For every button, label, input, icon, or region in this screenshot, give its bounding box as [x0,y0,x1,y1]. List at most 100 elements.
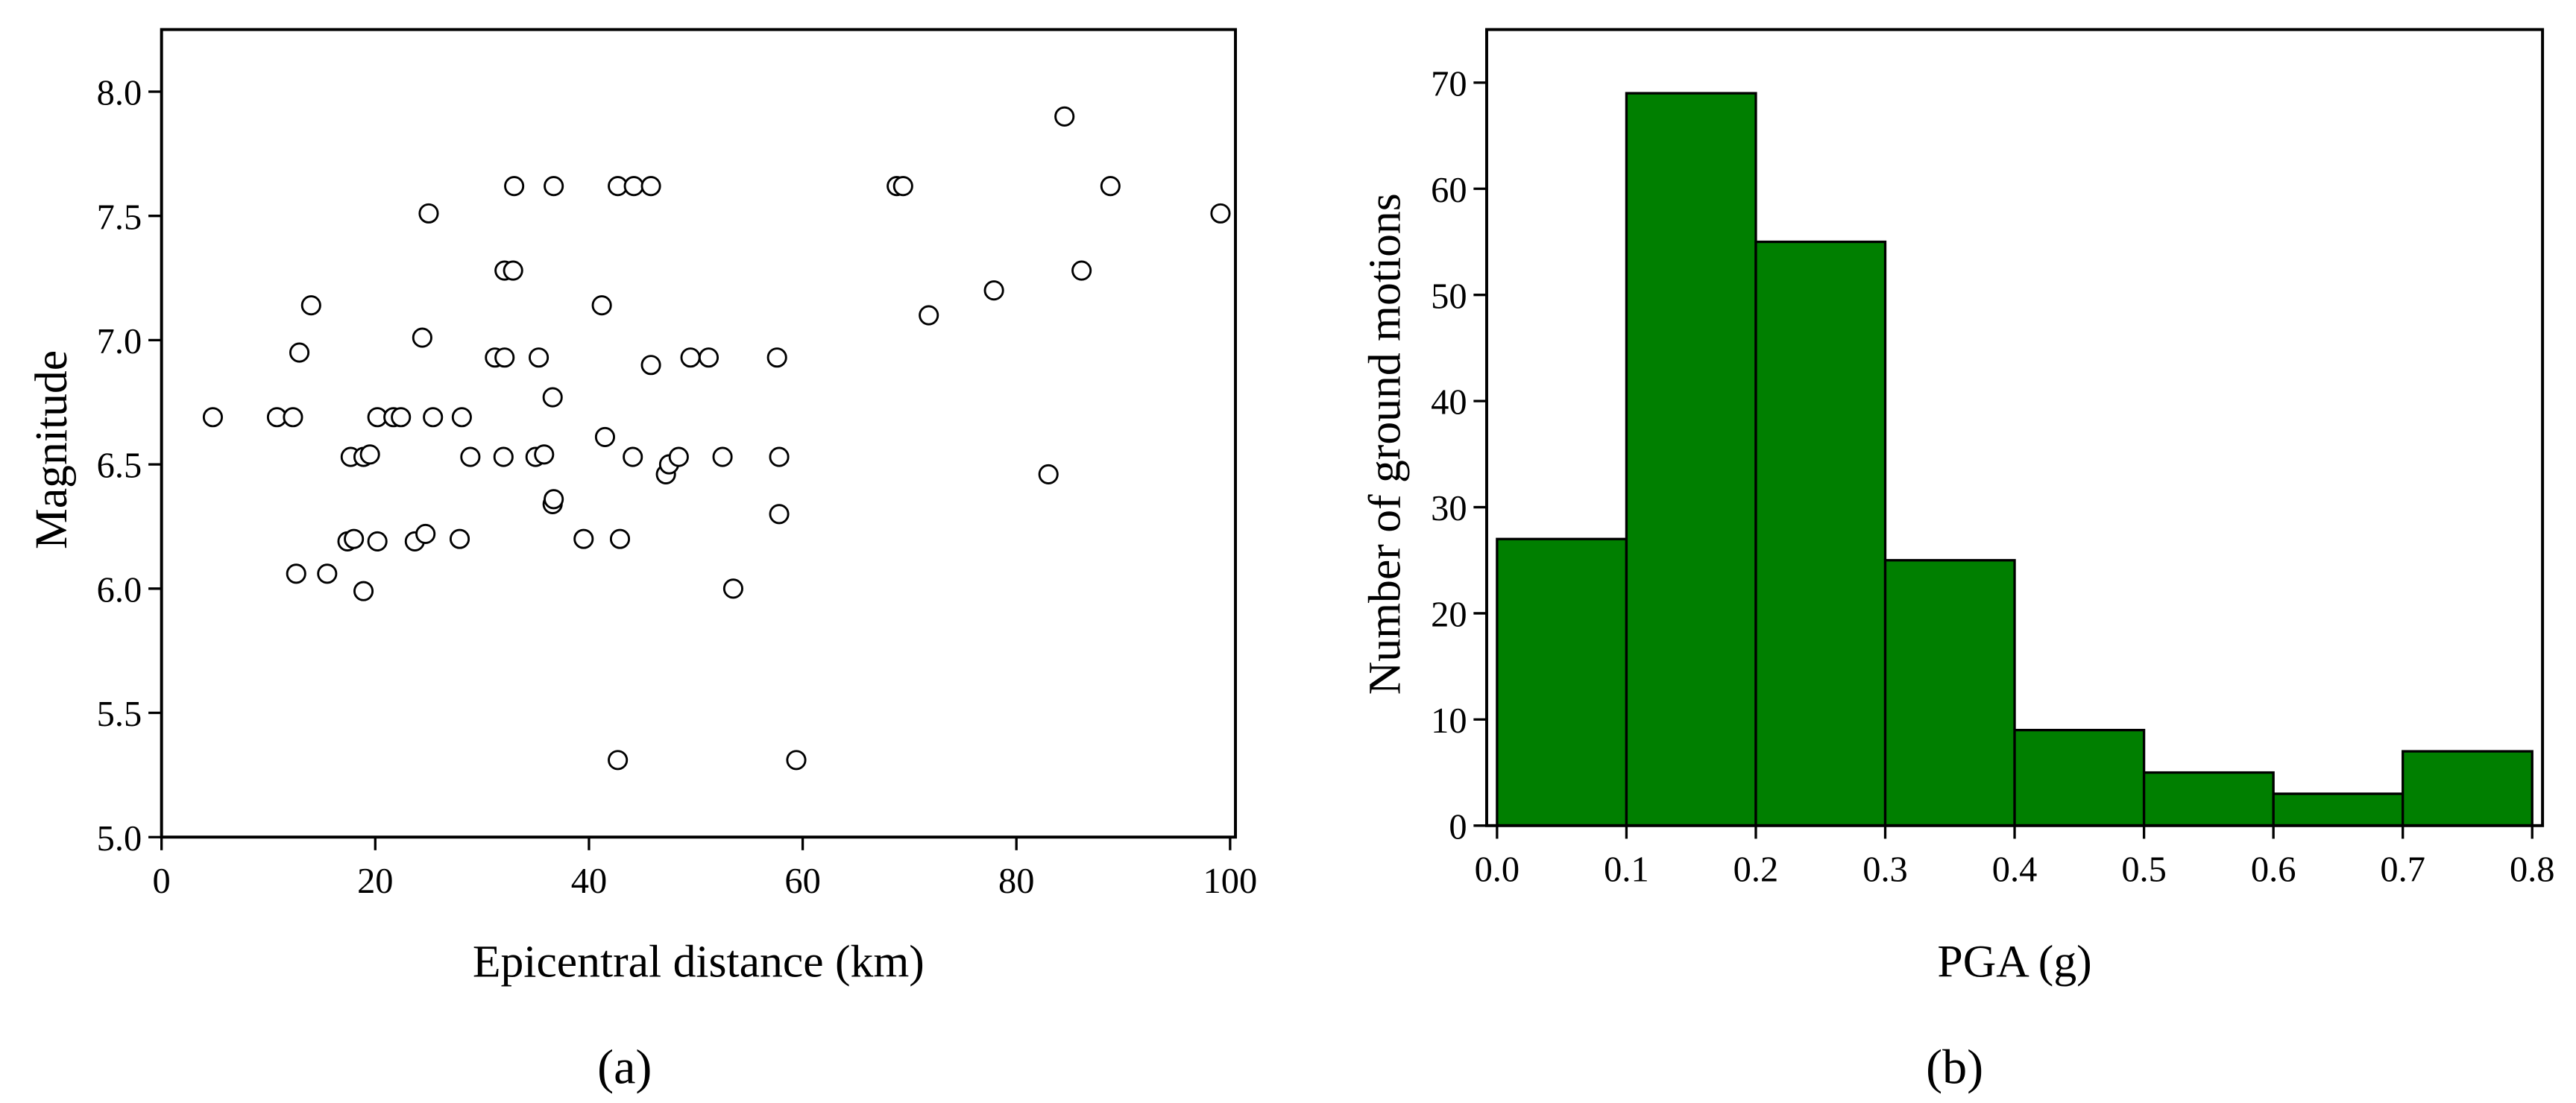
x-tick-label: 0.4 [1992,850,2038,890]
scatter-point [542,387,563,408]
scatter-point [412,327,432,348]
scatter-point [1071,260,1092,281]
scatter-point [493,446,514,467]
histogram-bar [2013,728,2146,827]
scatter-point [529,347,549,368]
scatter-point [722,578,743,599]
histogram-bar [1754,240,1887,827]
y-tick-label: 6.5 [97,446,142,486]
scatter-point [1100,176,1121,197]
scatter-point [609,528,631,549]
x-tick-label: 0.1 [1604,850,1649,890]
x-tick-label: 0.5 [2121,850,2167,890]
scatter-point [983,280,1004,301]
x-tick-label: 0.0 [1475,850,1520,890]
scatter-point [504,176,525,197]
scatter-point [668,446,689,467]
x-axis-label: Epicentral distance (km) [473,936,925,987]
scatter-point [289,342,310,363]
caption: (a) [597,1040,652,1095]
scatter-point [786,750,807,771]
chart-panel: 0 20 40 60 80 100 5.0 5.5 6.0 6.5 7.0 7.5 8.0 Epicent… [26,28,1258,1095]
scatter-point [460,446,481,467]
x-tick-label: 0 [153,862,171,901]
scatter-point [353,581,374,601]
scatter-point [391,407,412,428]
scatter-point [623,446,643,467]
y-tick-label: 6.0 [97,570,142,610]
histogram-bar [1496,537,1628,827]
scatter-point [640,176,661,197]
y-tick-label: 5.0 [97,819,142,859]
scatter-point [608,750,629,771]
x-tick-label: 0.8 [2510,850,2555,890]
histogram-bar [2402,750,2534,827]
scatter-point [1210,203,1231,224]
scatter-point [573,528,594,549]
y-tick-label: 8.0 [97,74,142,113]
x-tick-label: 0.2 [1733,850,1779,890]
scatter-point [534,444,555,465]
scatter-point [202,407,224,428]
scatter-point [367,531,388,552]
x-tick-label: 100 [1203,862,1258,901]
y-tick-label: 50 [1431,276,1467,316]
y-tick-label: 10 [1431,701,1467,741]
scatter-point [415,523,436,545]
scatter-point [503,260,523,281]
scatter-point [766,347,787,368]
x-tick-label: 20 [357,862,393,901]
scatter-point [680,347,701,368]
scatter-point [544,176,564,197]
scatter-point [594,426,615,447]
plot-frame [160,28,1238,839]
y-axis-label: Number of ground motions [1359,193,1410,695]
x-tick-label: 0.6 [2251,850,2296,890]
x-tick-label: 60 [784,862,820,901]
y-tick-label: 5.5 [97,695,142,734]
y-tick-label: 7.0 [97,322,142,361]
scatter-point [286,563,306,584]
scatter-point [623,176,644,197]
x-tick-label: 40 [571,862,607,901]
y-tick-label: 0 [1449,807,1467,847]
y-tick-label: 20 [1431,595,1467,635]
x-tick-label: 80 [998,862,1034,901]
scatter-point [1054,106,1075,127]
y-tick-label: 30 [1431,489,1467,528]
scatter-point [919,305,939,326]
scatter-point [451,407,472,428]
histogram-bar [2272,792,2405,827]
scatter-point [418,203,439,224]
scatter-point [769,504,790,525]
scatter-point [544,489,564,510]
scatter-point [494,347,515,368]
scatter-point [1038,464,1059,484]
y-tick-label: 60 [1431,171,1467,210]
scatter-point [344,528,365,549]
x-tick-label: 0.7 [2380,850,2425,890]
histogram-bar [1883,559,2016,827]
x-tick-label: 0.3 [1862,850,1908,890]
scatter-point [300,295,321,316]
histogram-bar [1625,92,1757,827]
scatter-point [317,563,338,584]
y-tick-label: 7.5 [97,197,142,237]
scatter-point [698,347,719,368]
x-axis-label: PGA (g) [1937,936,2091,987]
chart-panel: 0.0 0.1 0.2 0.3 0.4 0.5 0.6 0.7 0.8 0 10 20 30 40 50 60… [1359,28,2555,1095]
y-axis-label: Magnitude [26,350,77,549]
y-tick-label: 70 [1431,64,1467,104]
scatter-point [449,528,470,549]
scatter-point [591,295,612,316]
scatter-point [283,407,303,428]
histogram-bar [2142,771,2275,827]
scatter-point [423,407,444,428]
scatter-point [712,446,733,467]
scatter-point [359,444,380,465]
caption: (b) [1926,1040,1983,1095]
scatter-point [640,355,661,376]
y-tick-label: 40 [1431,383,1467,423]
scatter-point [892,176,913,197]
